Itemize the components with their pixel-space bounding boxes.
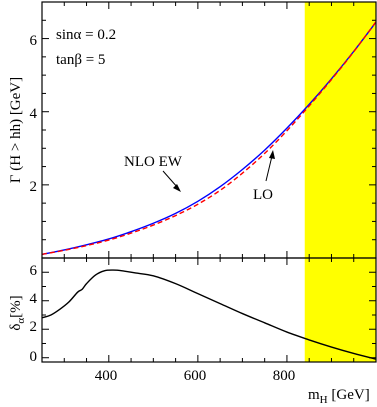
shaded-band-top: [304, 2, 376, 258]
arrow-lo-head: [269, 150, 275, 159]
series-lo-line: [42, 21, 376, 256]
label-lo: LO: [253, 187, 273, 203]
shaded-band-bottom: [304, 258, 376, 362]
xtick-label-400: 400: [95, 368, 118, 384]
label-nlo-ew: NLO EW: [124, 154, 183, 170]
top-y-axis-label: Γ (H > hh) [GeV]: [8, 77, 24, 183]
top-ytick-label-4: 4: [30, 106, 38, 122]
top-ytick-label-6: 6: [30, 33, 38, 49]
bottom-y-axis-label: δα[%]: [8, 295, 27, 330]
xtick-label-800: 800: [273, 368, 296, 384]
annotation-sin-alpha: sinα = 0.2: [56, 27, 116, 43]
bottom-ytick-label-6: 6: [30, 263, 38, 279]
bottom-panel-ticks: [42, 258, 377, 362]
annotation-tan-beta: tanβ = 5: [56, 52, 105, 68]
arrow-nlo-ew-head: [173, 184, 181, 192]
bottom-ytick-label-4: 4: [30, 291, 38, 307]
bottom-panel-frame: [41, 257, 377, 363]
arrow-nlo-ew-line: [162, 170, 179, 189]
series-delta-line: [42, 269, 376, 360]
x-axis-label: mH [GeV]: [308, 387, 370, 406]
top-ytick-label-2: 2: [30, 179, 38, 195]
top-panel-ticks: [42, 2, 377, 258]
arrow-lo-line: [265, 155, 273, 182]
bottom-ytick-label-0: 0: [30, 349, 38, 365]
bottom-ytick-label-2: 2: [30, 319, 38, 335]
xtick-label-600: 600: [184, 368, 207, 384]
